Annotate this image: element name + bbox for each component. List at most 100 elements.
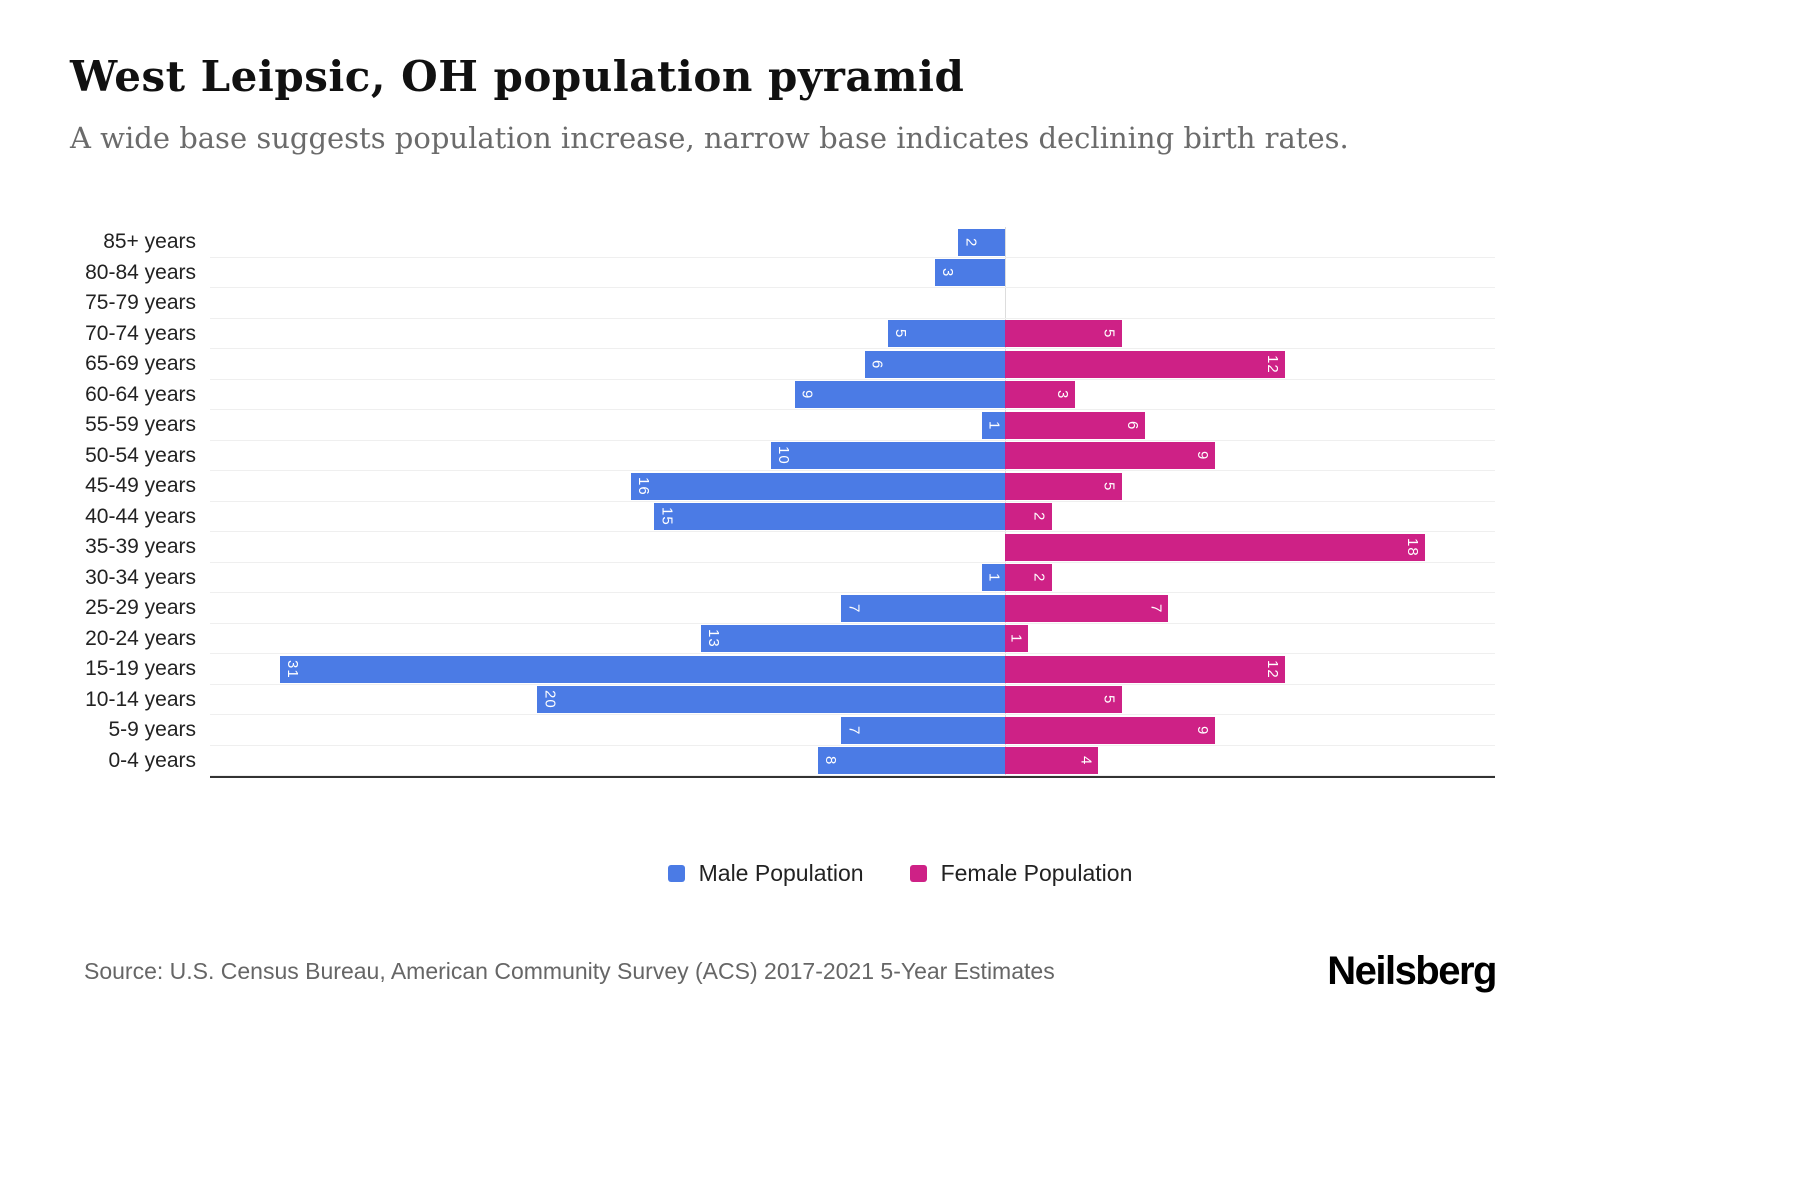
female-bar-value: 1 [1007, 634, 1025, 644]
age-group-label: 65-69 years [85, 352, 196, 376]
plot-area: 85+ years 2 80-84 years 3 75-79 years 70-74 y… [70, 227, 1495, 776]
female-bar-value: 6 [1124, 420, 1141, 430]
pyramid-row: 85+ years 2 [70, 227, 1495, 258]
male-bar-cell: 2 [210, 227, 1005, 258]
age-group-label: 45-49 years [85, 474, 196, 498]
x-axis-line [210, 776, 1495, 778]
legend-item-male: Male Population [667, 860, 864, 887]
pyramid-row: 20-24 years 13 1 [70, 624, 1495, 655]
female-bar-cell [1005, 227, 1495, 258]
pyramid-row: 0-4 years 8 4 [70, 746, 1495, 777]
female-bar-cell: 4 [1005, 746, 1495, 777]
female-legend-swatch-icon [909, 865, 927, 882]
male-bar: 1 [981, 411, 1005, 439]
male-bar-cell: 7 [210, 715, 1005, 746]
female-bar: 12 [1005, 655, 1285, 683]
female-bar: 12 [1005, 350, 1285, 378]
female-bar-cell: 7 [1005, 593, 1495, 624]
age-group-label: 75-79 years [85, 291, 196, 315]
female-bar: 5 [1005, 472, 1122, 500]
legend: Male Population Female Population [0, 860, 1800, 887]
pyramid-row: 45-49 years 16 5 [70, 471, 1495, 502]
pyramid-row: 75-79 years [70, 288, 1495, 319]
age-group-label: 40-44 years [85, 504, 196, 528]
female-bar-cell: 3 [1005, 380, 1495, 411]
female-bar: 3 [1005, 381, 1075, 409]
male-bar-cell: 31 [210, 654, 1005, 685]
female-bar-cell: 9 [1005, 441, 1495, 472]
pyramid-row: 80-84 years 3 [70, 258, 1495, 289]
male-bar: 10 [771, 442, 1005, 470]
age-group-label: 55-59 years [85, 413, 196, 437]
male-bar-cell: 3 [210, 258, 1005, 289]
male-bar: 16 [630, 472, 1005, 500]
age-group-label: 60-64 years [85, 382, 196, 406]
male-bar: 2 [958, 228, 1005, 256]
pyramid-row: 30-34 years 1 2 [70, 563, 1495, 594]
age-group-label: 0-4 years [108, 748, 196, 772]
male-bar-cell: 10 [210, 441, 1005, 472]
male-bar-value: 20 [541, 690, 559, 710]
age-group-label: 15-19 years [85, 657, 196, 681]
age-group-label: 5-9 years [108, 718, 196, 742]
male-bar-value: 10 [775, 446, 793, 466]
female-bar-cell: 5 [1005, 319, 1495, 350]
male-bar-value: 9 [798, 390, 816, 400]
footer: Source: U.S. Census Bureau, American Com… [84, 949, 1497, 994]
female-bar: 9 [1005, 442, 1215, 470]
male-bar: 31 [280, 655, 1005, 683]
pyramid-row: 60-64 years 9 3 [70, 380, 1495, 411]
male-bar-cell: 7 [210, 593, 1005, 624]
male-bar-cell: 16 [210, 471, 1005, 502]
female-bar-cell [1005, 288, 1495, 319]
age-group-label: 10-14 years [85, 687, 196, 711]
female-bar: 5 [1005, 320, 1122, 348]
age-group-label: 80-84 years [85, 260, 196, 284]
female-bar-cell: 9 [1005, 715, 1495, 746]
male-bar-value: 16 [634, 476, 652, 496]
female-bar-value: 9 [1194, 451, 1211, 461]
center-axis-line [1005, 227, 1006, 776]
male-bar-cell: 20 [210, 685, 1005, 716]
pyramid-row: 35-39 years 18 [70, 532, 1495, 563]
male-bar-cell: 13 [210, 624, 1005, 655]
female-bar-cell: 12 [1005, 349, 1495, 380]
female-bar: 2 [1005, 503, 1052, 531]
male-bar-cell: 1 [210, 563, 1005, 594]
pyramid-row: 10-14 years 20 5 [70, 685, 1495, 716]
male-bar-value: 7 [845, 725, 863, 735]
male-bar-value: 8 [821, 756, 839, 766]
female-bar: 6 [1005, 411, 1145, 439]
female-bar-value: 12 [1264, 354, 1281, 374]
age-group-label: 20-24 years [85, 626, 196, 650]
male-bar: 20 [537, 686, 1005, 714]
male-bar-cell: 15 [210, 502, 1005, 533]
pyramid-rows: 85+ years 2 80-84 years 3 75-79 years 70-74 y… [70, 227, 1495, 776]
pyramid-row: 70-74 years 5 5 [70, 319, 1495, 350]
male-bar: 7 [841, 594, 1005, 622]
female-bar: 2 [1005, 564, 1052, 592]
female-bar-cell: 1 [1005, 624, 1495, 655]
male-bar: 13 [701, 625, 1005, 653]
pyramid-row: 50-54 years 10 9 [70, 441, 1495, 472]
age-group-label: 85+ years [103, 230, 196, 254]
male-bar-cell: 5 [210, 319, 1005, 350]
female-bar-value: 12 [1264, 659, 1281, 679]
male-legend-label: Male Population [698, 860, 864, 886]
male-bar: 6 [864, 350, 1005, 378]
female-bar-value: 5 [1100, 481, 1118, 491]
female-bar-value: 3 [1054, 390, 1071, 400]
male-bar-value: 6 [868, 359, 886, 369]
age-group-label: 30-34 years [85, 565, 196, 589]
female-bar-cell [1005, 258, 1495, 289]
female-bar-value: 9 [1194, 725, 1211, 735]
female-bar-cell: 5 [1005, 471, 1495, 502]
female-bar-cell: 18 [1005, 532, 1495, 563]
male-bar-value: 13 [705, 629, 723, 649]
female-bar-value: 7 [1147, 603, 1165, 613]
female-bar: 5 [1005, 686, 1122, 714]
female-bar-cell: 12 [1005, 654, 1495, 685]
female-bar-value: 2 [1030, 512, 1048, 522]
female-bar: 9 [1005, 716, 1215, 744]
